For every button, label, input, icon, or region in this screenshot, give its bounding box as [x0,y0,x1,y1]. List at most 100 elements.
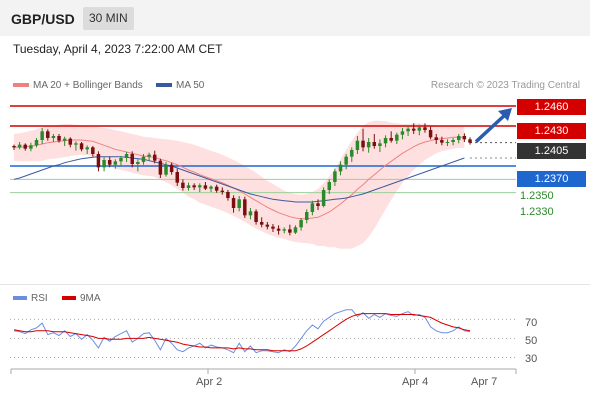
candle-body [237,199,241,208]
candle [456,134,461,144]
candle [395,132,399,144]
candle-body [169,164,174,172]
candle [254,209,258,225]
candle [46,129,50,141]
candle [282,227,286,234]
legend-rsi-ma: 9MA [62,293,101,304]
x-tick-apr7: Apr 7 [471,376,498,388]
candle [231,195,236,213]
candle-body [434,137,438,140]
candle [113,159,118,169]
candle-body [68,138,73,145]
candle-body [321,190,326,206]
candle [175,168,180,186]
candle-body [74,143,78,145]
candle [389,131,393,143]
level-label-s1: 1.2370 [517,171,586,187]
candle [276,225,281,235]
legend-ma50: MA 50 [156,80,204,91]
candle-body [271,226,275,229]
candle [243,196,247,218]
candle-body [411,128,416,131]
timeframe-badge[interactable]: 30 MIN [83,7,134,30]
candle [136,159,140,172]
candle [12,144,16,150]
candle-body [192,185,196,188]
rsi-tick-50: 50 [525,335,538,347]
candle [237,196,241,212]
ma20-label: MA 20 + Bollinger Bands [33,80,143,91]
candle [158,158,163,178]
x-tick-apr4: Apr 4 [402,376,429,388]
candle [23,143,28,151]
candle [462,133,467,142]
candle [91,146,95,157]
timestamp: Tuesday, April 4, 2023 7:22:00 AM CET [13,42,223,56]
candle [164,162,168,177]
candle [445,139,450,146]
candle-body [46,131,50,138]
candle [344,154,348,170]
candle-body [23,144,28,149]
price-chart [10,105,516,249]
candle [152,150,157,164]
candle [378,139,382,152]
candle [181,179,185,191]
candle-body [175,172,180,183]
candle-body [152,154,157,161]
legend-ma20: MA 20 + Bollinger Bands [13,80,143,91]
candle-body [428,130,433,138]
candle [220,187,225,195]
candle-body [468,139,472,143]
candle [79,142,84,152]
target-arrow-shaft [474,112,508,143]
candle-body [113,161,118,165]
candle-body [451,140,455,142]
candle-body [17,144,22,148]
candle-body [164,164,168,175]
candle-body [417,127,422,131]
candle-body [423,127,427,130]
candle [248,208,253,220]
candle [169,162,174,175]
candle [107,156,112,168]
candle [209,185,213,192]
candle [338,161,343,176]
rsi-chart [10,309,516,358]
candle [451,138,455,146]
candle-body [34,140,39,146]
ma20-swatch [13,83,29,88]
candle-body [85,147,89,150]
candle [62,136,67,146]
candle-body [158,160,163,175]
candle-body [366,142,371,148]
candle [316,199,320,210]
candle [102,157,106,172]
candle-body [147,154,151,157]
ma50-label: MA 50 [176,80,205,91]
candle-body [276,228,281,231]
candle-body [186,185,191,188]
candle-body [226,192,230,198]
candle [259,217,264,228]
candle [17,142,22,150]
candle [350,147,354,162]
candle [417,124,422,136]
candle-body [12,146,16,148]
candle [304,209,309,224]
credit-text: Research © 2023 Trading Central [430,80,580,91]
candle-body [181,182,185,188]
rsi-tick-30: 30 [525,353,538,365]
candle-body [203,185,208,189]
candle [400,128,405,140]
candle-body [406,128,410,132]
level-label-r2: 1.2460 [517,99,586,115]
candle [57,134,61,143]
candle [423,123,427,133]
candle-body [288,229,292,233]
candle [288,224,292,236]
candle-body [259,222,264,225]
candle-body [389,138,393,141]
rsi-line [13,309,471,354]
candle-body [124,154,129,158]
